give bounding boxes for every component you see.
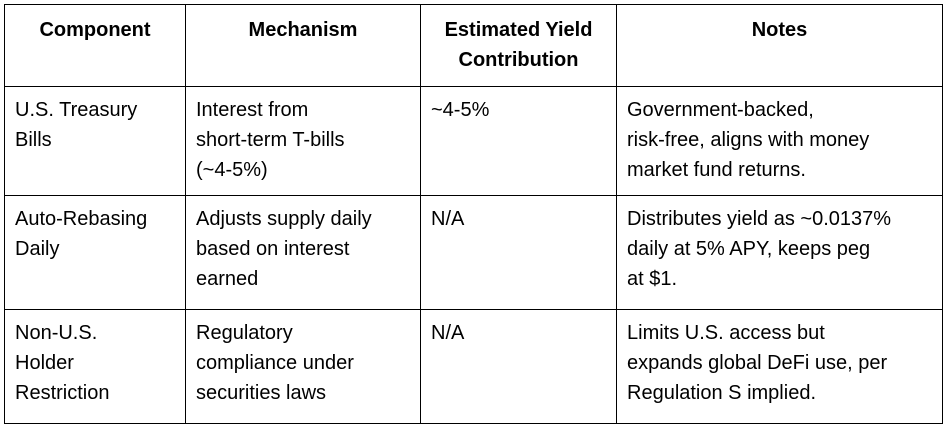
cell-yield: ~4-5%	[420, 86, 617, 196]
cell-yield: N/A	[420, 309, 617, 424]
header-mechanism: Mechanism	[185, 4, 421, 87]
cell-notes-text: Distributes yield as ~0.0137% daily at 5…	[627, 208, 892, 290]
header-estimated-yield-label: Estimated Yield Contribution	[444, 19, 593, 71]
cell-notes: Government-backed, risk-free, aligns wit…	[616, 86, 943, 196]
cell-component: Auto-Rebasing Daily	[4, 195, 186, 310]
cell-yield-text: ~4-5%	[431, 99, 490, 121]
cell-yield: N/A	[420, 195, 617, 310]
cell-notes: Limits U.S. access but expands global De…	[616, 309, 943, 424]
cell-mechanism: Adjusts supply daily based on interest e…	[185, 195, 421, 310]
cell-mechanism-text: Interest from short-term T-bills (~4-5%)	[196, 99, 345, 181]
yield-components-table: Component Mechanism Estimated Yield Cont…	[4, 4, 943, 424]
cell-component-text: Non-U.S. Holder Restriction	[15, 322, 110, 404]
header-notes-label: Notes	[751, 19, 808, 41]
header-component-label: Component	[39, 19, 151, 41]
header-mechanism-label: Mechanism	[248, 19, 358, 41]
table-row: U.S. Treasury Bills Interest from short-…	[4, 86, 943, 196]
cell-mechanism-text: Regulatory compliance under securities l…	[196, 322, 354, 404]
cell-component-text: U.S. Treasury Bills	[15, 99, 138, 151]
table-row: Auto-Rebasing Daily Adjusts supply daily…	[4, 195, 943, 310]
cell-mechanism-text: Adjusts supply daily based on interest e…	[196, 208, 372, 290]
cell-notes: Distributes yield as ~0.0137% daily at 5…	[616, 195, 943, 310]
cell-component-text: Auto-Rebasing Daily	[15, 208, 148, 260]
cell-yield-text: N/A	[431, 322, 465, 344]
cell-notes-text: Limits U.S. access but expands global De…	[627, 322, 888, 404]
header-component: Component	[4, 4, 186, 87]
header-estimated-yield: Estimated Yield Contribution	[420, 4, 617, 87]
header-notes: Notes	[616, 4, 943, 87]
cell-yield-text: N/A	[431, 208, 465, 230]
cell-mechanism: Interest from short-term T-bills (~4-5%)	[185, 86, 421, 196]
yield-components-table-container: Component Mechanism Estimated Yield Cont…	[4, 4, 943, 424]
table-header-row: Component Mechanism Estimated Yield Cont…	[4, 4, 943, 87]
cell-component: Non-U.S. Holder Restriction	[4, 309, 186, 424]
cell-component: U.S. Treasury Bills	[4, 86, 186, 196]
cell-mechanism: Regulatory compliance under securities l…	[185, 309, 421, 424]
table-row: Non-U.S. Holder Restriction Regulatory c…	[4, 309, 943, 424]
cell-notes-text: Government-backed, risk-free, aligns wit…	[627, 99, 870, 181]
